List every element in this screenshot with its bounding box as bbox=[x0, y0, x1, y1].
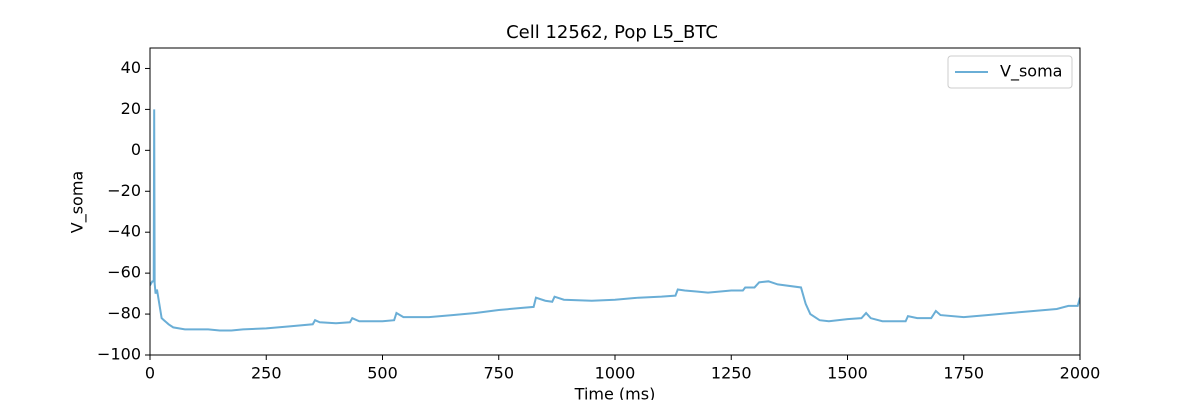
y-tick-label: −80 bbox=[107, 304, 141, 323]
x-tick-label: 2000 bbox=[1060, 364, 1101, 383]
x-axis-label: Time (ms) bbox=[574, 385, 656, 400]
x-tick-label: 1000 bbox=[595, 364, 636, 383]
x-tick-label: 1750 bbox=[943, 364, 984, 383]
y-tick-label: 40 bbox=[121, 58, 141, 77]
y-tick-label: −60 bbox=[107, 263, 141, 282]
chart-title: Cell 12562, Pop L5_BTC bbox=[506, 22, 718, 43]
y-tick-label: 20 bbox=[121, 99, 141, 118]
x-tick-label: 1500 bbox=[827, 364, 868, 383]
x-tick-label: 0 bbox=[145, 364, 155, 383]
x-tick-label: 1250 bbox=[711, 364, 752, 383]
y-tick-label: −40 bbox=[107, 222, 141, 241]
x-tick-label: 250 bbox=[251, 364, 282, 383]
y-tick-label: −100 bbox=[97, 345, 141, 364]
y-tick-label: 0 bbox=[131, 140, 141, 159]
data-line bbox=[150, 109, 1080, 332]
x-tick-label: 750 bbox=[483, 364, 514, 383]
legend-box bbox=[947, 55, 1073, 89]
y-tick-label: −20 bbox=[107, 181, 141, 200]
plot-frame bbox=[149, 47, 1081, 356]
x-tick-label: 500 bbox=[367, 364, 398, 383]
legend-label: V_soma bbox=[1000, 62, 1062, 82]
y-axis-label: V_soma bbox=[68, 171, 88, 233]
